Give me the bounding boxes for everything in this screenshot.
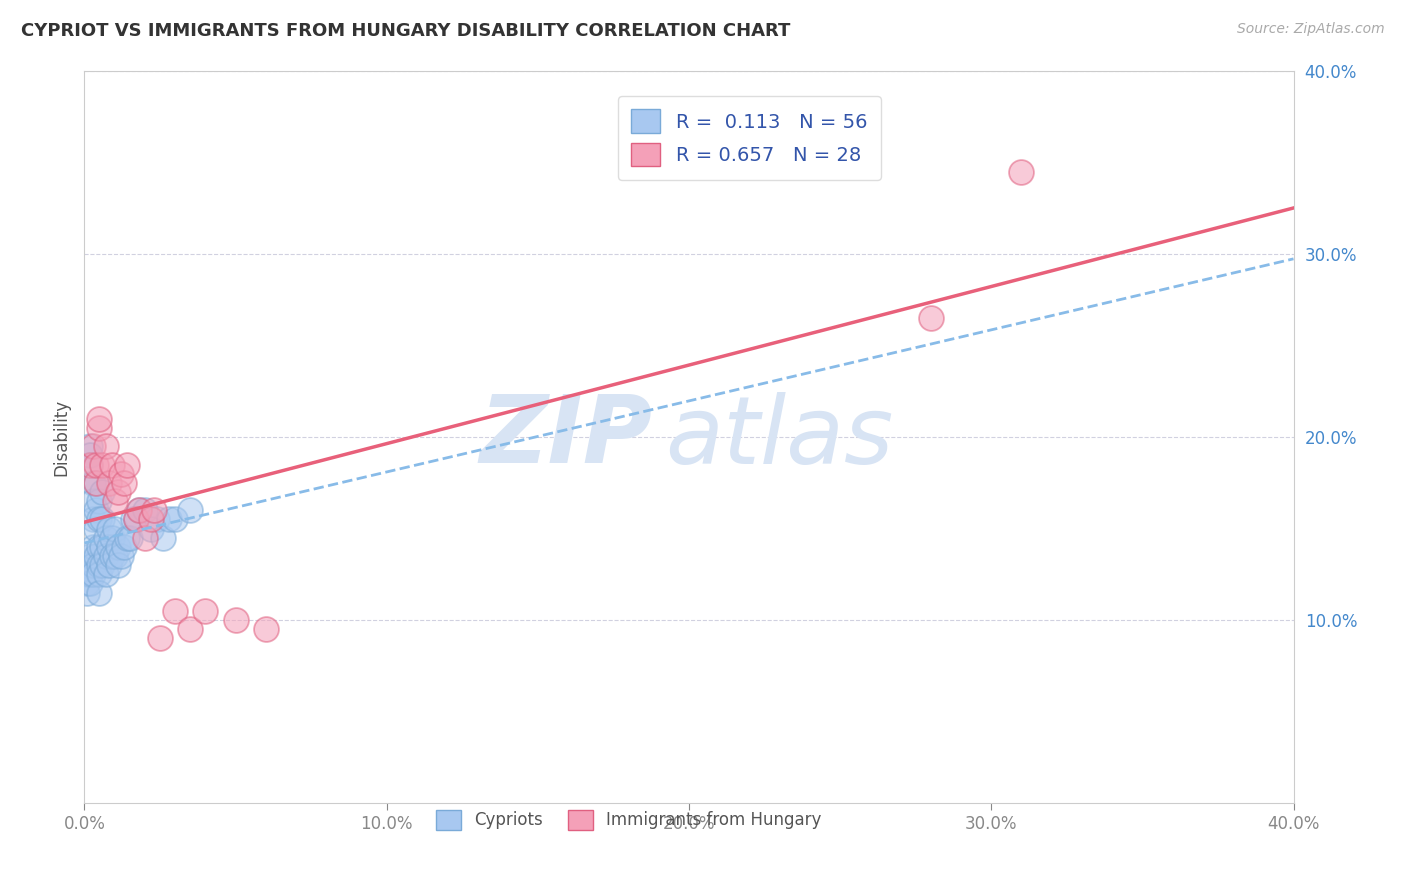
Point xyxy=(82,494,104,508)
Text: Source: ZipAtlas.com: Source: ZipAtlas.com xyxy=(1237,22,1385,37)
Point xyxy=(118,531,141,545)
Point xyxy=(86,521,108,535)
Point xyxy=(94,549,117,563)
Text: CYPRIOT VS IMMIGRANTS FROM HUNGARY DISABILITY CORRELATION CHART: CYPRIOT VS IMMIGRANTS FROM HUNGARY DISAB… xyxy=(21,22,790,40)
Point xyxy=(139,521,162,535)
Point xyxy=(134,503,156,517)
Point xyxy=(76,567,98,582)
Point xyxy=(121,512,143,526)
Y-axis label: Disability: Disability xyxy=(52,399,70,475)
Point xyxy=(107,485,129,500)
Point xyxy=(89,421,111,435)
Point xyxy=(86,475,108,490)
Point xyxy=(82,567,104,582)
Point xyxy=(82,475,104,490)
Text: atlas: atlas xyxy=(665,392,893,483)
Point xyxy=(152,531,174,545)
Point xyxy=(225,613,247,627)
Point xyxy=(97,558,120,573)
Point xyxy=(89,540,111,554)
Point xyxy=(76,576,98,591)
Point xyxy=(86,475,108,490)
Point xyxy=(104,549,127,563)
Point xyxy=(110,549,132,563)
Point xyxy=(139,512,162,526)
Point xyxy=(89,558,111,573)
Point xyxy=(91,512,114,526)
Point xyxy=(79,576,101,591)
Point xyxy=(149,632,172,646)
Point xyxy=(1011,165,1033,179)
Point xyxy=(100,458,122,472)
Point xyxy=(82,540,104,554)
Point xyxy=(179,622,201,636)
Point xyxy=(89,585,111,599)
Point xyxy=(89,412,111,426)
Point xyxy=(79,567,101,582)
Point xyxy=(82,512,104,526)
Point xyxy=(94,567,117,582)
Point xyxy=(100,549,122,563)
Point xyxy=(115,531,138,545)
Point xyxy=(86,458,108,472)
Point xyxy=(254,622,277,636)
Point xyxy=(89,512,111,526)
Point xyxy=(82,558,104,573)
Point xyxy=(89,567,111,582)
Point xyxy=(79,458,101,472)
Point xyxy=(165,604,187,618)
Point xyxy=(112,475,135,490)
Point xyxy=(97,540,120,554)
Point xyxy=(86,503,108,517)
Point xyxy=(86,549,108,563)
Point xyxy=(91,458,114,472)
Point xyxy=(104,521,127,535)
Point xyxy=(89,494,111,508)
Point xyxy=(112,540,135,554)
Point xyxy=(91,540,114,554)
Point xyxy=(79,458,101,472)
Point xyxy=(134,531,156,545)
Point xyxy=(128,503,150,517)
Point xyxy=(79,448,101,462)
Point xyxy=(125,512,148,526)
Point xyxy=(194,604,217,618)
Point xyxy=(115,458,138,472)
Point xyxy=(107,558,129,573)
Point xyxy=(97,475,120,490)
Point xyxy=(82,439,104,453)
Point xyxy=(142,503,165,517)
Point xyxy=(179,503,201,517)
Point xyxy=(76,558,98,573)
Point xyxy=(104,494,127,508)
Point xyxy=(128,503,150,517)
Point xyxy=(165,512,187,526)
Text: ZIP: ZIP xyxy=(479,391,652,483)
Point xyxy=(107,540,129,554)
Point xyxy=(79,439,101,453)
Legend: Cypriots, Immigrants from Hungary: Cypriots, Immigrants from Hungary xyxy=(427,801,830,838)
Point xyxy=(94,439,117,453)
Point xyxy=(157,512,180,526)
Point xyxy=(97,521,120,535)
Point xyxy=(100,531,122,545)
Point xyxy=(76,585,98,599)
Point xyxy=(79,549,101,563)
Point xyxy=(91,485,114,500)
Point xyxy=(920,311,942,326)
Point xyxy=(91,558,114,573)
Point xyxy=(94,531,117,545)
Point xyxy=(146,512,169,526)
Point xyxy=(125,512,148,526)
Point xyxy=(110,467,132,481)
